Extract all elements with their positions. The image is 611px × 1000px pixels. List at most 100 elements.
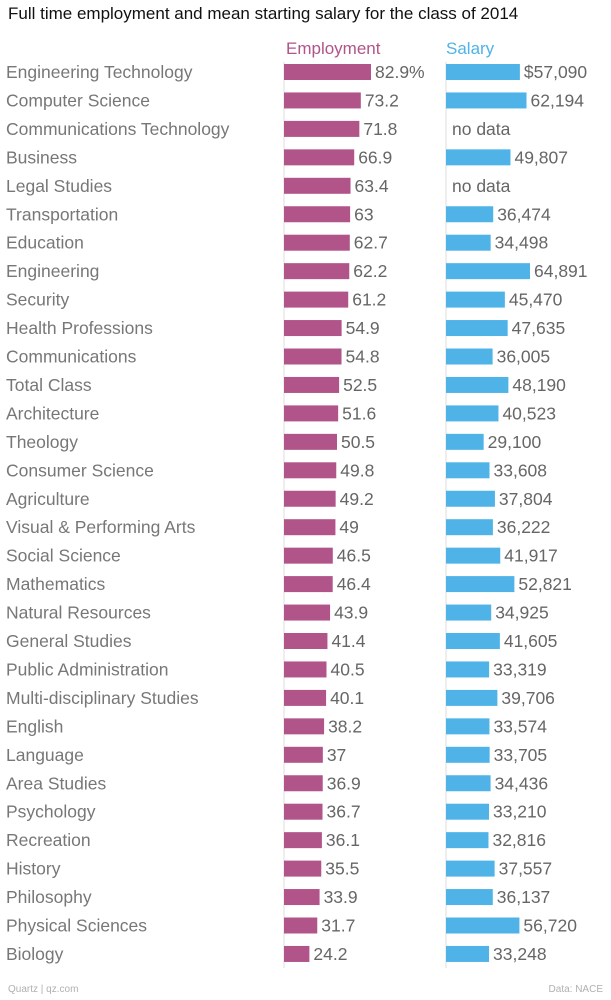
salary-bar bbox=[446, 576, 515, 593]
salary-bar bbox=[446, 889, 493, 906]
category-label: English bbox=[6, 716, 63, 736]
salary-bar bbox=[446, 803, 489, 820]
salary-value-label: 47,635 bbox=[512, 318, 566, 338]
employment-bar bbox=[284, 860, 322, 877]
employment-bar bbox=[284, 576, 333, 593]
category-label: Theology bbox=[6, 432, 78, 452]
salary-bar bbox=[446, 234, 491, 251]
footer-data-credit: Data: NACE bbox=[548, 984, 603, 995]
salary-value-label: 34,436 bbox=[495, 773, 549, 793]
salary-bar bbox=[446, 860, 495, 877]
salary-bar bbox=[446, 291, 505, 308]
employment-value-label: 36.9 bbox=[327, 773, 361, 793]
category-label: Multi-disciplinary Studies bbox=[6, 688, 199, 708]
employment-value-label: 62.7 bbox=[354, 233, 388, 253]
employment-value-label: 54.9 bbox=[346, 318, 380, 338]
salary-bar bbox=[446, 490, 495, 507]
employment-value-label: 46.4 bbox=[337, 574, 371, 594]
category-label: Physical Sciences bbox=[6, 916, 147, 936]
salary-value-label: 36,474 bbox=[497, 204, 551, 224]
employment-bar bbox=[284, 234, 350, 251]
category-label: Psychology bbox=[6, 802, 96, 822]
salary-bar bbox=[446, 92, 527, 109]
salary-series-header: Salary bbox=[446, 39, 495, 58]
employment-bar bbox=[284, 120, 360, 137]
salary-bar bbox=[446, 519, 493, 536]
employment-bar bbox=[284, 832, 322, 849]
category-label: Recreation bbox=[6, 830, 91, 850]
salary-value-label: 33,608 bbox=[494, 460, 548, 480]
employment-bar bbox=[284, 604, 331, 621]
salary-value-label: 39,706 bbox=[501, 688, 555, 708]
employment-value-label: 36.1 bbox=[326, 830, 360, 850]
employment-value-label: 49.8 bbox=[340, 460, 374, 480]
salary-bar bbox=[446, 206, 494, 223]
salary-value-label: 56,720 bbox=[523, 916, 577, 936]
salary-value-label: 33,319 bbox=[493, 659, 547, 679]
salary-bar bbox=[446, 633, 500, 649]
category-label: Visual & Performing Arts bbox=[6, 517, 196, 537]
employment-value-label: 43.9 bbox=[334, 603, 368, 623]
category-label: Agriculture bbox=[6, 489, 90, 509]
salary-value-label: 36,137 bbox=[497, 887, 551, 907]
salary-bar bbox=[446, 64, 520, 80]
employment-value-label: 49.2 bbox=[340, 489, 374, 509]
category-label: Legal Studies bbox=[6, 176, 112, 196]
salary-value-label: 34,925 bbox=[495, 603, 549, 623]
category-label: Computer Science bbox=[6, 90, 150, 110]
employment-value-label: 61.2 bbox=[352, 290, 386, 310]
salary-value-label: 33,248 bbox=[493, 944, 547, 964]
employment-bar bbox=[284, 746, 323, 763]
employment-value-label: 35.5 bbox=[325, 859, 359, 879]
salary-value-label: 34,498 bbox=[495, 233, 549, 253]
salary-value-label: 49,807 bbox=[514, 147, 568, 167]
salary-bar bbox=[446, 462, 490, 479]
employment-bar bbox=[284, 92, 361, 109]
employment-bar bbox=[284, 177, 351, 194]
employment-bar bbox=[284, 348, 342, 365]
employment-value-label: 63 bbox=[354, 204, 373, 224]
employment-bar bbox=[284, 547, 333, 564]
employment-value-label: 38.2 bbox=[328, 716, 362, 736]
employment-value-label: 37 bbox=[327, 745, 346, 765]
employment-value-label: 46.5 bbox=[337, 546, 371, 566]
employment-value-label: 36.7 bbox=[327, 802, 361, 822]
category-label: Mathematics bbox=[6, 574, 105, 594]
category-label: Language bbox=[6, 745, 84, 765]
employment-value-label: 31.7 bbox=[321, 916, 355, 936]
category-label: Public Administration bbox=[6, 659, 168, 679]
employment-bar bbox=[284, 263, 350, 280]
category-label: Social Science bbox=[6, 546, 121, 566]
salary-bar bbox=[446, 263, 530, 280]
salary-bar bbox=[446, 661, 490, 678]
employment-value-label: 62.2 bbox=[353, 261, 387, 281]
employment-value-label: 73.2 bbox=[365, 90, 399, 110]
salary-value-label: 32,816 bbox=[492, 830, 546, 850]
employment-bar bbox=[284, 718, 325, 735]
salary-bar bbox=[446, 832, 489, 849]
category-label: General Studies bbox=[6, 631, 132, 651]
category-label: Natural Resources bbox=[6, 603, 151, 623]
employment-bar bbox=[284, 889, 320, 906]
employment-value-label: 52.5 bbox=[343, 375, 377, 395]
chart-marks: Engineering Technology 82.9% $57,090 Comput… bbox=[6, 62, 588, 964]
salary-value-label: 33,705 bbox=[494, 745, 548, 765]
employment-value-label: 40.1 bbox=[330, 688, 364, 708]
salary-bar bbox=[446, 917, 520, 934]
employment-value-label: 33.9 bbox=[324, 887, 358, 907]
employment-series-header: Employment bbox=[286, 39, 381, 58]
category-label: Architecture bbox=[6, 403, 99, 423]
category-label: Transportation bbox=[6, 204, 118, 224]
employment-bar bbox=[284, 803, 323, 820]
employment-bar bbox=[284, 490, 336, 507]
category-label: History bbox=[6, 859, 61, 879]
salary-bar bbox=[446, 604, 492, 621]
employment-bar bbox=[284, 775, 323, 792]
salary-value-label: 36,005 bbox=[497, 347, 551, 367]
category-label: Biology bbox=[6, 944, 64, 964]
salary-bar bbox=[446, 376, 509, 393]
salary-bar bbox=[446, 689, 498, 706]
employment-bar bbox=[284, 661, 327, 678]
category-label: Engineering Technology bbox=[6, 62, 193, 82]
